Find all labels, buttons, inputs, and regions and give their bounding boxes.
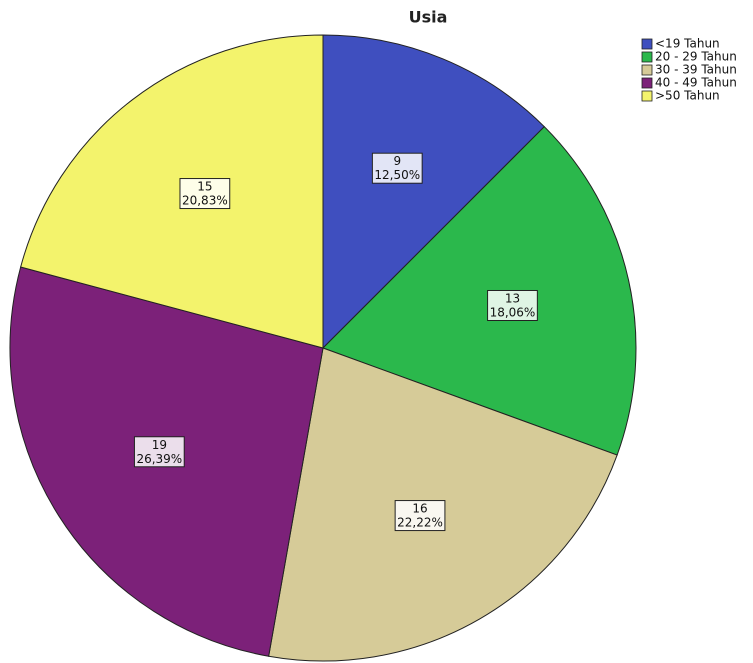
data-label-percent: 22,22% xyxy=(397,516,443,530)
data-label: 912,50% xyxy=(371,152,423,184)
data-label-count: 15 xyxy=(197,180,212,194)
legend-label: <19 Tahun xyxy=(655,37,720,51)
legend-label: 40 - 49 Tahun xyxy=(655,76,737,90)
data-label-count: 16 xyxy=(412,502,427,516)
legend-swatch xyxy=(641,38,653,50)
legend-swatch xyxy=(641,90,653,102)
data-label-count: 19 xyxy=(152,438,167,452)
pie-slice xyxy=(322,34,546,350)
pie-slice xyxy=(322,125,637,456)
legend-swatch xyxy=(641,51,653,63)
legend-swatch xyxy=(641,77,653,89)
data-label-percent: 12,50% xyxy=(374,168,420,182)
legend-swatch xyxy=(641,64,653,76)
data-label-box xyxy=(371,152,423,184)
legend-label: 20 - 29 Tahun xyxy=(655,50,737,64)
pie-slice xyxy=(20,34,324,349)
data-label-box xyxy=(179,178,231,210)
data-label-count: 9 xyxy=(393,154,401,168)
data-label-count: 13 xyxy=(505,291,520,305)
data-label-box xyxy=(394,500,446,532)
legend-label: >50 Tahun xyxy=(655,89,720,103)
data-label-box xyxy=(487,289,538,321)
data-label-percent: 26,39% xyxy=(136,452,182,466)
data-label-percent: 18,06% xyxy=(490,305,536,319)
chart-title: Usia xyxy=(409,8,448,27)
legend-label: 30 - 39 Tahun xyxy=(655,63,737,77)
data-label-percent: 20,83% xyxy=(182,194,228,208)
data-label-box xyxy=(133,436,185,468)
